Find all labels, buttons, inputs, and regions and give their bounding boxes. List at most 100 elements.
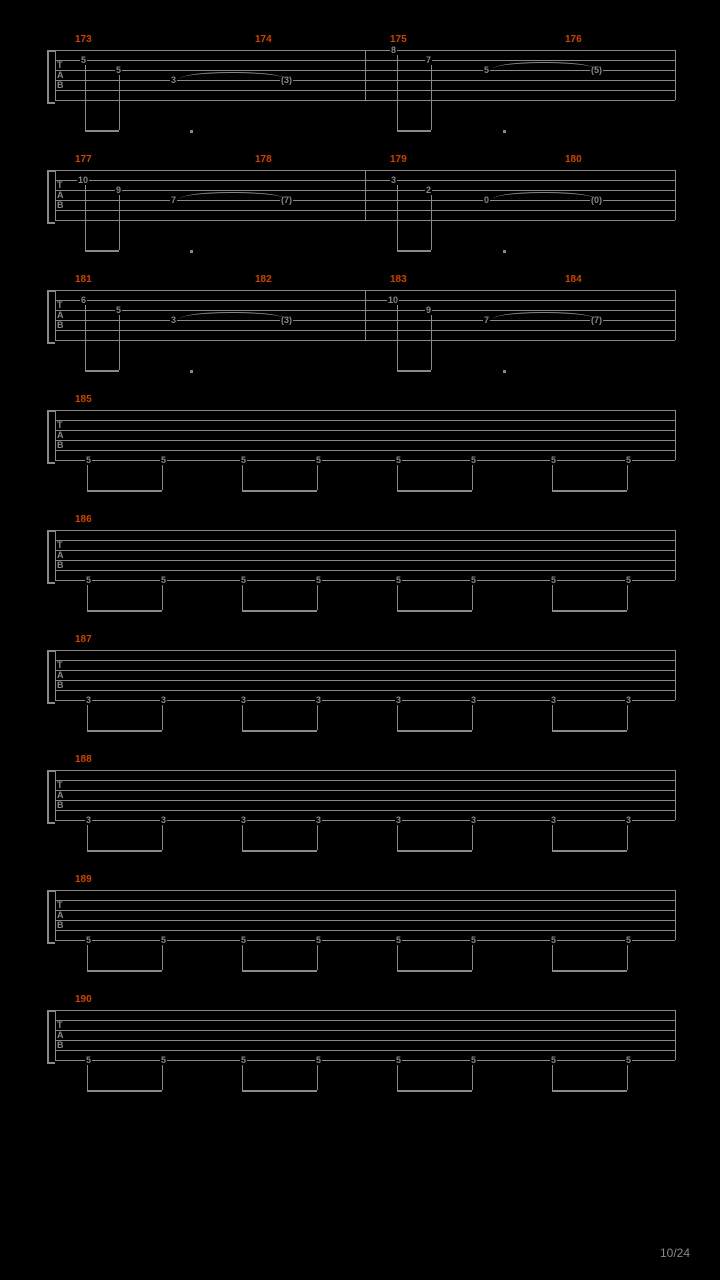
staff-lines xyxy=(55,410,675,460)
tie xyxy=(180,312,285,319)
rest xyxy=(503,250,506,253)
fret-number: 5 xyxy=(80,56,87,65)
beam xyxy=(552,730,627,732)
barline xyxy=(675,890,676,940)
note-stem xyxy=(397,945,398,970)
fret-number: 5 xyxy=(315,936,322,945)
note-stem xyxy=(162,825,163,850)
fret-number: 5 xyxy=(470,936,477,945)
fret-number: 5 xyxy=(550,1056,557,1065)
system-bracket xyxy=(47,290,55,344)
fret-number: 7 xyxy=(425,56,432,65)
beam xyxy=(397,130,431,132)
measure-number: 174 xyxy=(255,34,272,45)
measure-number: 182 xyxy=(255,274,272,285)
rest xyxy=(190,370,193,373)
measure-number: 177 xyxy=(75,154,92,165)
beam xyxy=(552,970,627,972)
beam xyxy=(397,610,472,612)
fret-number: 5 xyxy=(625,576,632,585)
note-stem xyxy=(431,315,432,370)
note-stem xyxy=(431,195,432,250)
note-stem xyxy=(397,185,398,250)
note-stem xyxy=(242,585,243,610)
note-stem xyxy=(472,585,473,610)
tie xyxy=(180,72,285,79)
fret-number: 3 xyxy=(550,816,557,825)
fret-number: 3 xyxy=(390,176,397,185)
note-stem xyxy=(317,825,318,850)
note-stem xyxy=(397,55,398,130)
beam xyxy=(87,490,162,492)
note-stem xyxy=(472,945,473,970)
fret-number: 7 xyxy=(170,196,177,205)
fret-number: 5 xyxy=(160,456,167,465)
note-stem xyxy=(242,705,243,730)
measure-number: 185 xyxy=(75,394,92,405)
fret-number: 5 xyxy=(550,936,557,945)
fret-number: 5 xyxy=(625,1056,632,1065)
barline xyxy=(675,530,676,580)
measure-number: 173 xyxy=(75,34,92,45)
beam xyxy=(87,970,162,972)
tab-clef: TAB xyxy=(57,420,64,450)
tie xyxy=(493,312,595,319)
note-stem xyxy=(627,705,628,730)
fret-number: 3 xyxy=(395,816,402,825)
rest xyxy=(190,130,193,133)
fret-number: 5 xyxy=(550,456,557,465)
beam xyxy=(397,1090,472,1092)
fret-number: 3 xyxy=(625,696,632,705)
barline xyxy=(55,530,56,580)
staff-lines xyxy=(55,770,675,820)
note-stem xyxy=(397,465,398,490)
note-stem xyxy=(552,585,553,610)
note-stem xyxy=(87,705,88,730)
fret-number: 5 xyxy=(85,936,92,945)
note-stem xyxy=(119,315,120,370)
page-number: 10/24 xyxy=(660,1246,690,1260)
note-stem xyxy=(397,585,398,610)
fret-number: 5 xyxy=(240,456,247,465)
beam xyxy=(552,490,627,492)
barline xyxy=(55,170,56,220)
fret-number: 5 xyxy=(85,1056,92,1065)
system-bracket xyxy=(47,890,55,944)
barline xyxy=(55,1010,56,1060)
beam xyxy=(397,730,472,732)
note-stem xyxy=(87,465,88,490)
note-stem xyxy=(242,945,243,970)
fret-number: 5 xyxy=(315,576,322,585)
note-stem xyxy=(85,185,86,250)
beam xyxy=(87,1090,162,1092)
measure-number: 176 xyxy=(565,34,582,45)
barline xyxy=(365,290,366,340)
barline xyxy=(365,50,366,100)
fret-number: 9 xyxy=(115,186,122,195)
fret-number: 3 xyxy=(315,816,322,825)
note-stem xyxy=(162,465,163,490)
tab-clef: TAB xyxy=(57,1020,64,1050)
measure-number: 190 xyxy=(75,994,92,1005)
tie xyxy=(493,192,595,199)
tab-clef: TAB xyxy=(57,660,64,690)
fret-number: 7 xyxy=(483,316,490,325)
fret-number: 5 xyxy=(240,576,247,585)
fret-number: 3 xyxy=(395,696,402,705)
note-stem xyxy=(87,825,88,850)
note-stem xyxy=(627,1065,628,1090)
fret-number: 5 xyxy=(315,456,322,465)
barline xyxy=(675,1010,676,1060)
tie xyxy=(493,62,595,69)
note-stem xyxy=(317,945,318,970)
note-stem xyxy=(627,585,628,610)
fret-number: 0 xyxy=(483,196,490,205)
barline xyxy=(55,890,56,940)
fret-number: 10 xyxy=(387,296,399,305)
tab-clef: TAB xyxy=(57,300,64,330)
beam xyxy=(85,130,119,132)
fret-number: 3 xyxy=(85,696,92,705)
note-stem xyxy=(317,465,318,490)
note-stem xyxy=(472,465,473,490)
tab-clef: TAB xyxy=(57,780,64,810)
